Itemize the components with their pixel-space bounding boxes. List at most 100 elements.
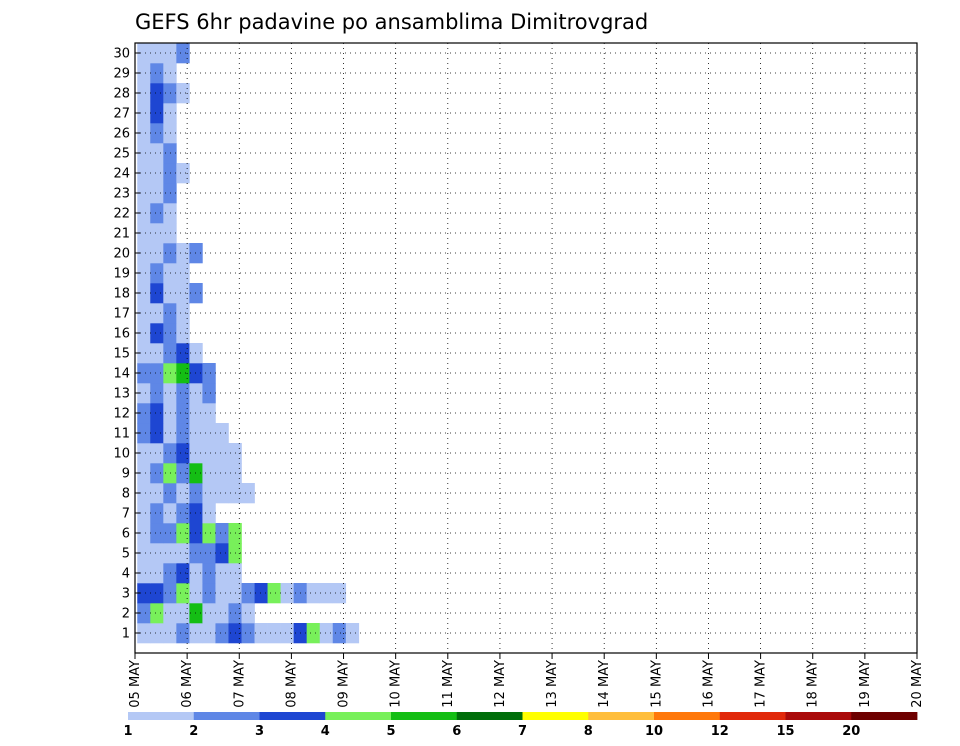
heatmap-cell [150, 183, 164, 204]
heatmap-cell [163, 543, 177, 564]
heatmap-cell [150, 543, 164, 564]
heatmap-cell [215, 523, 229, 544]
heatmap-cell [267, 623, 281, 644]
heatmap-cell [163, 483, 177, 504]
heatmap-cell [202, 543, 216, 564]
heatmap-cell [150, 503, 164, 524]
heatmap-cell [202, 603, 216, 624]
heatmap-cell [150, 583, 164, 604]
heatmap-cell [137, 583, 151, 604]
heatmap-cell [150, 343, 164, 364]
heatmap-cell [137, 263, 151, 284]
y-tick-label: 30 [113, 47, 130, 62]
heatmap-cell [280, 623, 294, 644]
heatmap-cells [137, 43, 360, 644]
heatmap-cell [306, 623, 321, 644]
grid-lines [135, 43, 917, 653]
heatmap-cell [150, 103, 164, 124]
heatmap-cell [150, 123, 164, 144]
heatmap-cell [150, 563, 164, 584]
heatmap-cell [189, 343, 203, 364]
heatmap-cell [150, 303, 164, 324]
heatmap-cell [163, 443, 177, 464]
heatmap-cell [163, 123, 177, 144]
colorbar-swatch [851, 712, 918, 720]
heatmap-cell [215, 483, 229, 504]
heatmap-cell [163, 563, 177, 584]
heatmap-cell [137, 223, 151, 244]
x-tick-label: 08 MAY [284, 660, 299, 708]
x-tick-label: 10 MAY [389, 660, 404, 708]
colorbar-swatch [654, 712, 721, 720]
heatmap-cell [176, 343, 190, 364]
y-axis-ticks: 1234567891011121314151617181920212223242… [113, 47, 140, 642]
colorbar-label: 1 [123, 724, 132, 739]
y-tick-label: 24 [113, 167, 130, 182]
heatmap-cell [163, 363, 177, 384]
y-tick-label: 22 [113, 207, 130, 222]
x-tick-label: 13 MAY [545, 660, 560, 708]
heatmap-cell [189, 423, 203, 444]
y-tick-label: 17 [113, 307, 130, 322]
heatmap-cell [137, 363, 151, 384]
heatmap-cell [150, 603, 164, 624]
chart-title: GEFS 6hr padavine po ansamblima Dimitrov… [135, 10, 648, 34]
heatmap-cell [137, 123, 151, 144]
heatmap-cell [150, 623, 164, 644]
heatmap-cell [137, 463, 151, 484]
heatmap-cell [176, 603, 190, 624]
y-tick-label: 23 [113, 187, 130, 202]
heatmap-cell [215, 603, 229, 624]
colorbar-swatch [522, 712, 589, 720]
heatmap-cell [163, 343, 177, 364]
heatmap-cell [163, 503, 177, 524]
plot-frame [134, 42, 918, 654]
y-tick-label: 8 [122, 487, 130, 502]
heatmap-cell [241, 603, 255, 624]
y-tick-label: 25 [113, 147, 130, 162]
heatmap-cell [137, 203, 151, 224]
heatmap-cell [137, 563, 151, 584]
heatmap-cell [202, 583, 216, 604]
heatmap-cell [189, 243, 203, 264]
heatmap-cell [176, 463, 190, 484]
heatmap-cell [254, 623, 268, 644]
colorbar-label: 3 [255, 724, 264, 739]
heatmap-cell [176, 383, 190, 404]
heatmap-cell [319, 583, 334, 604]
heatmap-cell [176, 543, 190, 564]
heatmap-cell [176, 443, 190, 464]
heatmap-cell [137, 303, 151, 324]
x-tick-label: 06 MAY [180, 660, 195, 708]
heatmap-cell [176, 83, 190, 104]
heatmap-cell [137, 243, 151, 264]
heatmap-cell [189, 603, 203, 624]
y-tick-label: 6 [122, 527, 130, 542]
colorbar-swatch [391, 712, 458, 720]
heatmap-cell [215, 443, 229, 464]
y-tick-label: 19 [113, 267, 130, 282]
heatmap-cell [163, 383, 177, 404]
heatmap-cell [176, 403, 190, 424]
y-tick-label: 7 [122, 507, 130, 522]
heatmap-cell [137, 323, 151, 344]
colorbar-swatch [128, 712, 195, 720]
heatmap-cell [150, 323, 164, 344]
heatmap-cell [137, 83, 151, 104]
heatmap-cell [215, 543, 229, 564]
heatmap-cell [189, 503, 203, 524]
x-tick-label: 18 MAY [806, 660, 821, 708]
heatmap-cell [163, 223, 177, 244]
heatmap-cell [176, 43, 190, 64]
heatmap-cell [215, 423, 229, 444]
x-tick-label: 11 MAY [441, 660, 456, 708]
heatmap-cell [319, 623, 334, 644]
heatmap-cell [189, 563, 203, 584]
heatmap-cell [137, 603, 151, 624]
heatmap-cell [163, 243, 177, 264]
y-tick-label: 4 [122, 567, 130, 582]
colorbar-label: 4 [321, 724, 330, 739]
y-tick-label: 15 [113, 347, 130, 362]
